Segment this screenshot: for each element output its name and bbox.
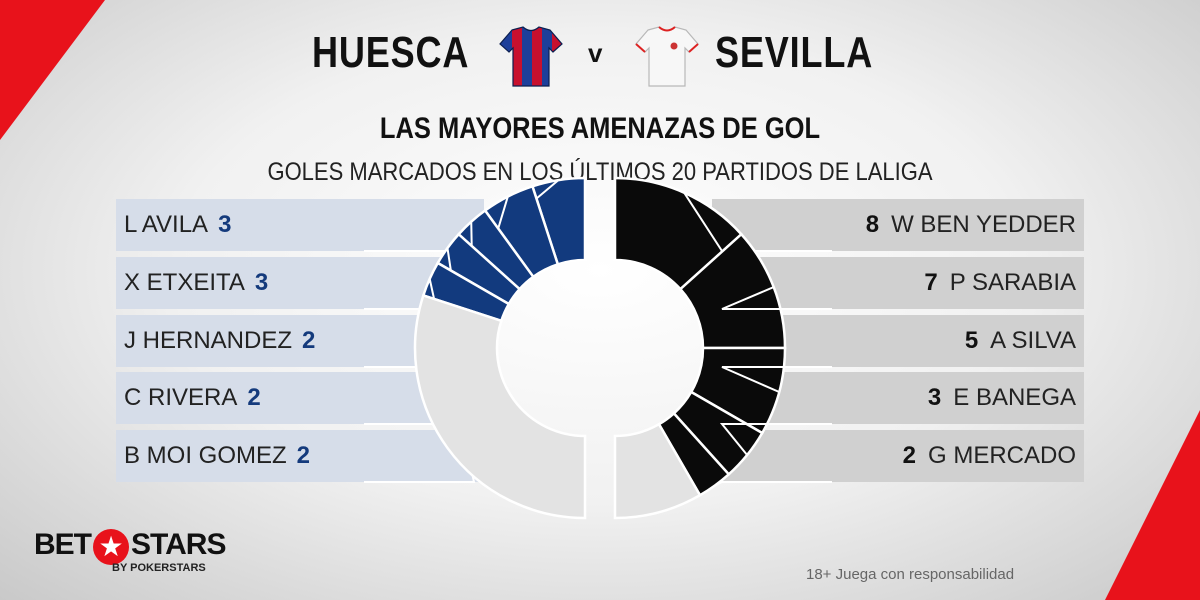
away-player-goals: 3 — [927, 384, 942, 411]
away-team-name: SEVILLA — [715, 28, 874, 77]
away-leader-line — [721, 286, 832, 310]
logo-text-stars: STARS — [131, 528, 226, 561]
logo-text-bet: BET — [34, 528, 92, 561]
away-player-goals: 5 — [964, 327, 979, 354]
away-leader-line — [719, 423, 832, 456]
red-corner-top-left — [0, 0, 105, 140]
away-player-name: G MERCADO — [927, 442, 1076, 469]
home-remainder-slice — [413, 293, 587, 520]
star-icon: ★ — [93, 528, 129, 565]
away-leader-line — [721, 366, 832, 393]
away-player-goals: 7 — [924, 269, 938, 296]
away-player-name: P SARABIA — [949, 269, 1076, 296]
away-player-name: A SILVA — [990, 327, 1076, 354]
away-player-name: E BANEGA — [953, 384, 1076, 411]
away-remainder-slice — [613, 422, 702, 520]
home-team-name: HUESCA — [312, 28, 470, 77]
home-player-goals: 2 — [302, 327, 316, 354]
home-player-name: B MOI GOMEZ — [124, 442, 287, 469]
home-player-row: L AVILA 3 — [116, 199, 484, 251]
huesca-shirt-icon — [499, 26, 563, 87]
home-player-row: B MOI GOMEZ 2 — [116, 430, 484, 482]
home-player-goals: 3 — [254, 269, 269, 296]
home-player-name: L AVILA — [124, 211, 209, 238]
away-player-name: W BEN YEDDER — [891, 211, 1076, 238]
away-player-row: 8 W BEN YEDDER — [712, 199, 1084, 251]
home-player-name: J HERNANDEZ — [124, 327, 293, 354]
away-player-goals: 8 — [865, 211, 880, 238]
home-player-goals: 3 — [218, 211, 232, 238]
home-player-name: X ETXEITA — [124, 269, 245, 296]
away-player-goals: 2 — [902, 442, 916, 469]
chart-title: LAS MAYORES AMENAZAS DE GOL — [379, 112, 821, 145]
logo-subtitle: BY POKERSTARS — [112, 562, 206, 574]
home-player-goals: 2 — [247, 384, 261, 411]
away-leader-line — [714, 481, 832, 487]
home-player-name: C RIVERA — [124, 384, 238, 411]
chart-subtitle: GOLES MARCADOS EN LOS ÚLTIMOS 20 PARTIDO… — [267, 158, 933, 186]
sevilla-shirt-icon — [635, 26, 699, 87]
versus-label: v — [588, 38, 603, 68]
betstars-logo: BET ★ STARS BY POKERSTARS — [34, 528, 226, 574]
home-player-goals: 2 — [296, 442, 311, 469]
red-corner-bottom-right — [1105, 410, 1200, 600]
away-player-row: 2 G MERCADO — [712, 430, 1084, 482]
responsible-gambling-notice: 18+ Juega con responsabilidad — [806, 566, 1015, 583]
